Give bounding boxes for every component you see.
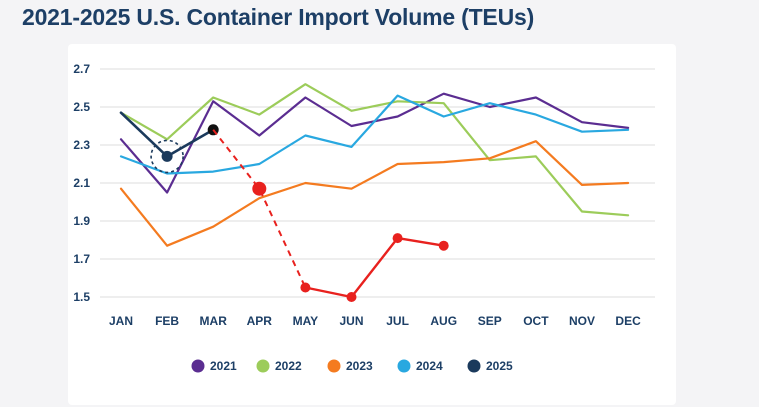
x-tick-label: SEP [478, 314, 502, 328]
highlight-ring [150, 139, 184, 174]
legend: 2021 2022 2023 2024 2025 [191, 359, 513, 373]
x-tick-label: DEC [615, 314, 641, 328]
legend-swatch-2025 [467, 359, 481, 373]
x-tick-label: JUL [386, 314, 409, 328]
gridlines [100, 68, 655, 298]
x-tick-label: JUN [339, 314, 363, 328]
y-tick-label: 2.7 [73, 62, 90, 76]
x-tick-label: OCT [523, 314, 549, 328]
x-tick-label: MAY [293, 314, 319, 328]
series-line-2024 [119, 94, 630, 175]
legend-swatch-2021 [191, 359, 205, 373]
legend-swatch-2022 [256, 359, 270, 373]
projection-point-aug [438, 240, 449, 251]
x-tick-label: NOV [569, 314, 595, 328]
projection-solid-line [305, 236, 444, 299]
projection-point-may [300, 282, 311, 293]
y-tick-label: 1.5 [73, 290, 90, 304]
y-tick-label: 2.3 [73, 138, 90, 152]
x-tick-label: JAN [109, 314, 133, 328]
x-tick-label: APR [247, 314, 273, 328]
series-line-2025 [119, 111, 215, 158]
legend-label-2022: 2022 [275, 359, 302, 373]
legend-swatch-2024 [397, 359, 411, 373]
x-axis-ticks: JAN FEB MAR APR MAY JUN JUL AUG SEP OCT NOV DEC [109, 314, 641, 328]
y-tick-label: 1.7 [73, 252, 90, 266]
series-line-2021 [119, 92, 630, 194]
projection-dashed-line [212, 129, 307, 288]
annotations [150, 124, 449, 302]
y-axis-ticks: 2.7 2.5 2.3 2.1 1.9 1.7 1.5 [73, 62, 90, 304]
projection-point-apr [252, 181, 267, 196]
x-tick-label: MAR [200, 314, 228, 328]
chart-card [68, 44, 676, 405]
legend-label-2025: 2025 [486, 359, 513, 373]
projection-point-jul [392, 233, 403, 244]
y-tick-label: 2.5 [73, 100, 90, 114]
x-tick-label: AUG [430, 314, 457, 328]
legend-label-2023: 2023 [346, 359, 373, 373]
x-tick-label: FEB [155, 314, 179, 328]
legend-swatch-2023 [327, 359, 341, 373]
y-tick-label: 1.9 [73, 214, 90, 228]
legend-label-2024: 2024 [416, 359, 443, 373]
page-title: 2021-2025 U.S. Container Import Volume (… [22, 4, 535, 30]
point-2025-feb [161, 150, 173, 162]
y-tick-label: 2.1 [73, 176, 90, 190]
legend-label-2021: 2021 [210, 359, 237, 373]
series-line-2022 [119, 83, 630, 217]
series-line-2023 [119, 140, 630, 247]
projection-point-jun [346, 292, 357, 302]
